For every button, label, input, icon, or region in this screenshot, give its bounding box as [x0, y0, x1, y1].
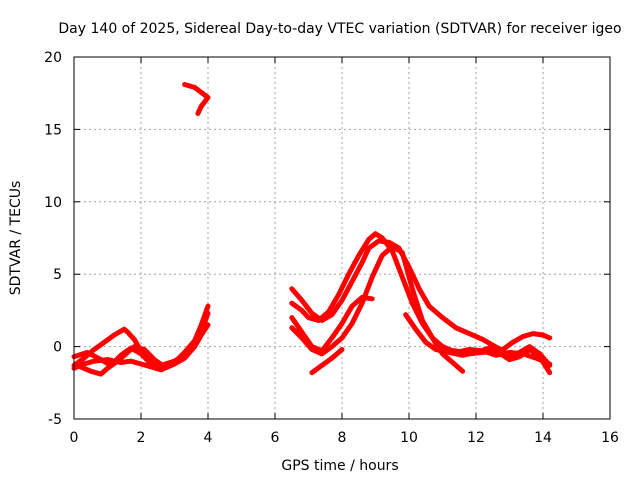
x-tick-label: 10: [400, 430, 418, 446]
series-line-track-12: [440, 347, 553, 376]
x-tick-label: 8: [338, 430, 347, 446]
x-tick-label: 4: [204, 430, 213, 446]
x-tick-label: 6: [271, 430, 280, 446]
x-tick-label: 14: [534, 430, 552, 446]
chart-title: Day 140 of 2025, Sidereal Day-to-day VTE…: [58, 21, 621, 37]
data-series: [71, 82, 553, 377]
y-tick-label: 20: [44, 50, 62, 66]
series-line-track-9: [289, 244, 466, 374]
y-tick-label: 15: [44, 122, 62, 138]
y-tick-label: -5: [48, 412, 62, 428]
x-axis-ticks: 0 2 4 6 8 10 12 14 16: [70, 57, 619, 446]
x-tick-label: 0: [70, 430, 79, 446]
series-line-track-4: [78, 344, 167, 377]
x-axis-label: GPS time / hours: [281, 458, 398, 474]
y-tick-label: 0: [53, 340, 62, 356]
series-line-track-3: [71, 322, 211, 373]
grid-lines: [74, 57, 610, 419]
y-axis-ticks: -5 0 5 10 15 20: [44, 50, 610, 428]
y-tick-label: 10: [44, 195, 62, 211]
x-tick-label: 2: [137, 430, 146, 446]
y-axis-label: SDTVAR / TECUs: [8, 181, 24, 296]
series-line-track-10: [309, 347, 345, 376]
series-line-track-5: [182, 82, 211, 116]
series-line-track-7: [289, 231, 553, 367]
y-tick-label: 5: [53, 267, 62, 283]
series-line-track-8: [289, 294, 375, 354]
x-tick-label: 12: [467, 430, 485, 446]
x-tick-label: 16: [601, 430, 619, 446]
